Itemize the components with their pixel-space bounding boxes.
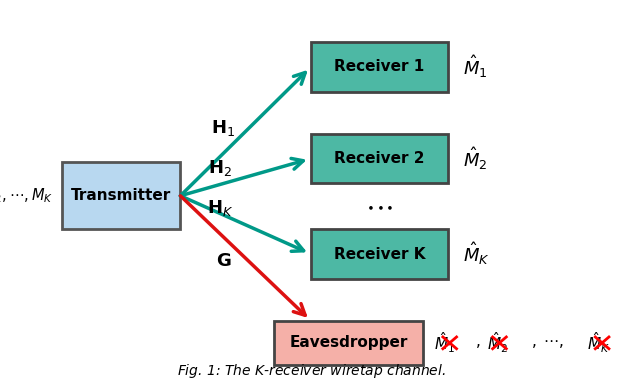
Text: Fig. 1: The $K$-receiver wiretap channel.: Fig. 1: The $K$-receiver wiretap channel… [177, 362, 445, 380]
Text: $\hat{M}_1$: $\hat{M}_1$ [434, 330, 455, 355]
Text: $\mathbf{G}$: $\mathbf{G}$ [216, 252, 231, 270]
Text: $\hat{M}_2$: $\hat{M}_2$ [463, 145, 488, 172]
Text: Receiver 1: Receiver 1 [334, 59, 425, 74]
Text: $\hat{M}_K$: $\hat{M}_K$ [587, 330, 610, 355]
Text: Transmitter: Transmitter [71, 188, 172, 203]
Text: $\hat{M}_2$: $\hat{M}_2$ [487, 330, 508, 355]
Text: $\hat{M}_K$: $\hat{M}_K$ [463, 241, 490, 267]
Text: $\mathbf{H}_2$: $\mathbf{H}_2$ [208, 158, 231, 178]
Text: $\mathbf{H}_K$: $\mathbf{H}_K$ [207, 198, 233, 219]
Text: $\mathbf{H}_1$: $\mathbf{H}_1$ [211, 118, 235, 138]
Text: $\bullet$: $\bullet$ [376, 200, 383, 213]
FancyBboxPatch shape [311, 42, 448, 92]
Text: Receiver 2: Receiver 2 [334, 151, 425, 166]
Text: $\bullet$: $\bullet$ [366, 200, 374, 213]
FancyBboxPatch shape [311, 134, 448, 183]
Text: $\hat{M}_1$: $\hat{M}_1$ [463, 53, 488, 80]
FancyBboxPatch shape [274, 321, 423, 365]
Text: $\bullet$: $\bullet$ [385, 200, 392, 213]
Text: Eavesdropper: Eavesdropper [289, 335, 407, 350]
Text: $,$: $,$ [531, 335, 536, 350]
Text: $,$: $,$ [475, 335, 480, 350]
FancyBboxPatch shape [311, 229, 448, 279]
Text: $M_1, M_2, \cdots, M_K$: $M_1, M_2, \cdots, M_K$ [0, 186, 53, 205]
Text: Receiver K: Receiver K [333, 246, 425, 262]
FancyBboxPatch shape [62, 162, 180, 229]
Text: $\cdots,$: $\cdots,$ [543, 335, 564, 350]
